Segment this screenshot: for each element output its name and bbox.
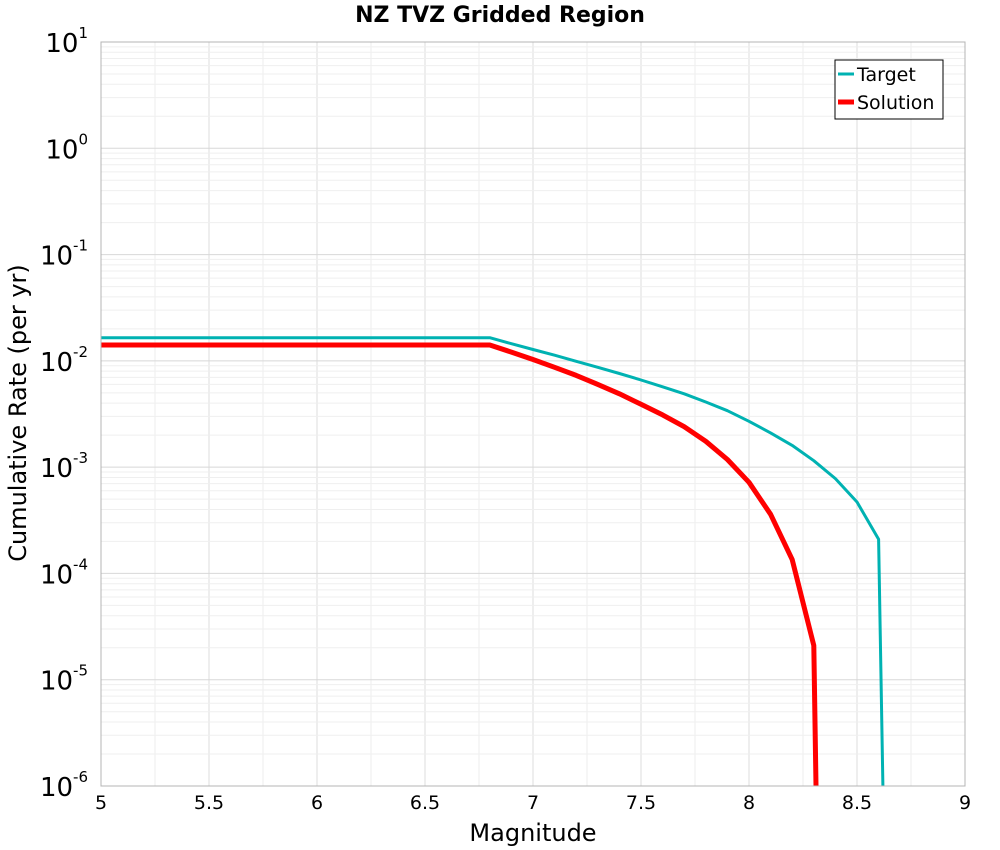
legend-label-solution: Solution bbox=[857, 92, 934, 114]
x-tick-label: 6 bbox=[311, 792, 323, 814]
y-tick-label: 100 bbox=[45, 130, 88, 165]
chart-title: NZ TVZ Gridded Region bbox=[355, 3, 645, 28]
y-tick-label: 10-6 bbox=[40, 768, 88, 803]
series-line-target bbox=[101, 336, 885, 787]
y-axis-label: Cumulative Rate (per yr) bbox=[4, 264, 32, 562]
x-tick-label: 7 bbox=[527, 792, 539, 814]
y-tick-label: 10-1 bbox=[40, 237, 88, 272]
x-tick-label: 8 bbox=[743, 792, 755, 814]
y-tick-label: 10-5 bbox=[40, 662, 88, 697]
x-tick-label: 5.5 bbox=[194, 792, 224, 814]
x-tick-label: 6.5 bbox=[410, 792, 440, 814]
y-tick-label: 10-4 bbox=[40, 555, 88, 590]
x-tick-labels: 5 5.5 6 6.5 7 7.5 8 8.5 9 bbox=[95, 792, 971, 814]
y-tick-label: 101 bbox=[45, 24, 88, 59]
x-tick-label: 9 bbox=[959, 792, 971, 814]
y-tick-label: 10-3 bbox=[40, 449, 88, 484]
plot-frame bbox=[100, 41, 966, 787]
series-line-solution bbox=[101, 342, 819, 787]
x-tick-label: 7.5 bbox=[626, 792, 656, 814]
legend-label-target: Target bbox=[856, 64, 916, 86]
y-tick-labels: 101 100 10-1 10-2 10-3 10-4 10-5 10-6 bbox=[40, 24, 88, 803]
x-axis-label: Magnitude bbox=[469, 819, 596, 847]
x-tick-label: 8.5 bbox=[842, 792, 872, 814]
legend-box bbox=[834, 59, 944, 120]
legend: Target Solution bbox=[834, 59, 944, 120]
x-tick-label: 5 bbox=[95, 792, 107, 814]
series-layer bbox=[101, 336, 885, 787]
y-tick-label: 10-2 bbox=[40, 343, 88, 378]
